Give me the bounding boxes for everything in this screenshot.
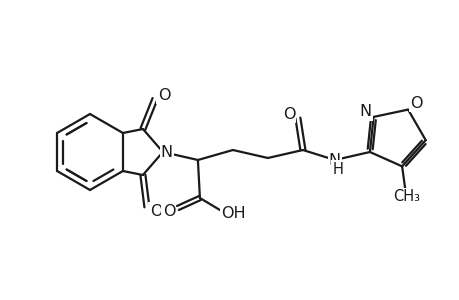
Text: N: N [161,145,173,160]
Text: O: O [157,88,170,103]
Text: O: O [149,203,162,218]
Text: N: N [328,152,340,167]
Text: O: O [409,96,421,111]
Text: N: N [359,104,371,119]
Text: CH₃: CH₃ [392,189,419,204]
Text: O: O [162,205,175,220]
Text: OH: OH [221,206,246,220]
Text: O: O [282,106,295,122]
Text: H: H [332,161,342,176]
